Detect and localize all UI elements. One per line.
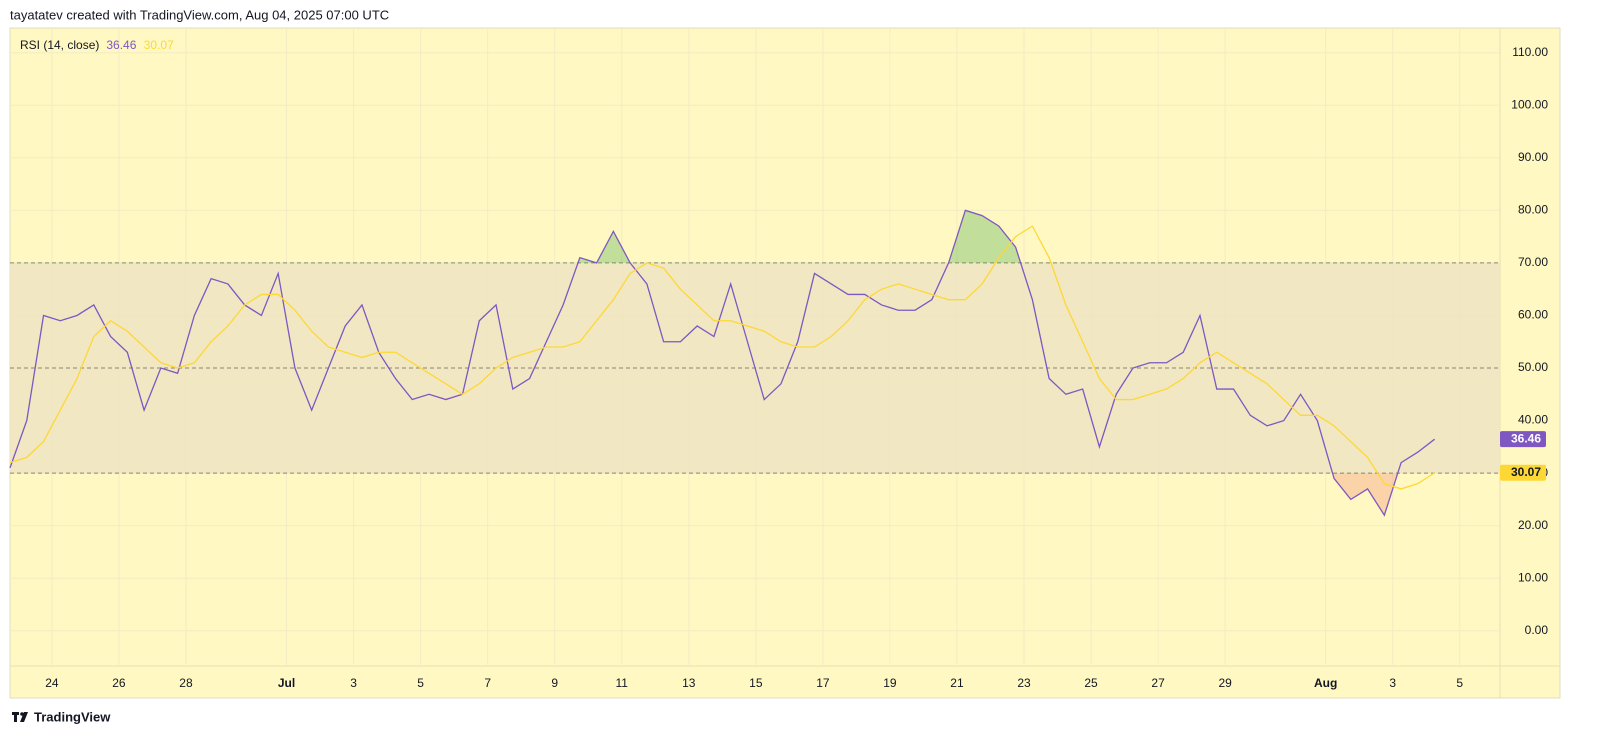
y-tick-label: 70.00: [1518, 255, 1548, 269]
footer-brand: TradingView: [34, 709, 111, 724]
y-tick-label: 40.00: [1518, 413, 1548, 427]
x-tick-label: 29: [1218, 676, 1232, 690]
x-tick-label: 28: [179, 676, 193, 690]
x-tick-label: 3: [1389, 676, 1396, 690]
x-tick-label: 25: [1084, 676, 1098, 690]
y-tick-label: 20.00: [1518, 518, 1548, 532]
price-tag-label: 30.07: [1511, 465, 1541, 479]
y-tick-label: 80.00: [1518, 203, 1548, 217]
x-tick-label: 11: [616, 676, 629, 690]
price-tag: [1500, 464, 1546, 481]
series-line: [9, 225, 1435, 490]
x-tick-label: 13: [682, 676, 696, 690]
x-tick-label: Jul: [278, 676, 295, 690]
x-tick-label: 3: [350, 676, 357, 690]
price-tag-label: 36.46: [1511, 431, 1541, 445]
header: tayatatev created with TradingView.com, …: [10, 7, 389, 22]
x-tick-label: 27: [1151, 676, 1165, 690]
y-tick-label: 100.00: [1511, 97, 1548, 111]
y-tick-label: 60.00: [1518, 308, 1548, 322]
price-tag: [1500, 431, 1546, 448]
x-tick-label: 26: [112, 676, 126, 690]
x-tick-label: 21: [950, 676, 964, 690]
x-tick-label: 9: [551, 676, 558, 690]
y-tick-label: 50.00: [1518, 360, 1548, 374]
x-tick-label: 7: [484, 676, 491, 690]
x-tick-label: Aug: [1314, 676, 1337, 690]
y-tick-label: 10.00: [1518, 570, 1548, 584]
legend-ma-value: 30.07: [144, 38, 174, 52]
y-tick-label: 90.00: [1518, 150, 1548, 164]
plot: [9, 28, 1500, 666]
x-tick-label: 5: [417, 676, 424, 690]
y-tick-label: 110.00: [1512, 45, 1548, 59]
logo: [12, 712, 28, 722]
x-tick-label: 15: [749, 676, 763, 690]
indicator-name: RSI (14, close): [20, 38, 99, 52]
x-tick-label: 23: [1017, 676, 1031, 690]
x-tick-label: 5: [1456, 676, 1463, 690]
x-tick-label: 24: [45, 676, 59, 690]
legend-rsi-value: 36.46: [106, 38, 136, 52]
x-tick-label: 19: [883, 676, 897, 690]
series-line: [9, 209, 1436, 517]
x-tick-label: 17: [816, 676, 830, 690]
y-tick-label: 0.00: [1525, 623, 1549, 637]
